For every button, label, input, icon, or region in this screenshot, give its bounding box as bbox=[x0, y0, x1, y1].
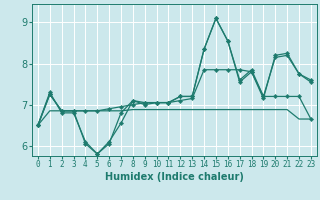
X-axis label: Humidex (Indice chaleur): Humidex (Indice chaleur) bbox=[105, 172, 244, 182]
